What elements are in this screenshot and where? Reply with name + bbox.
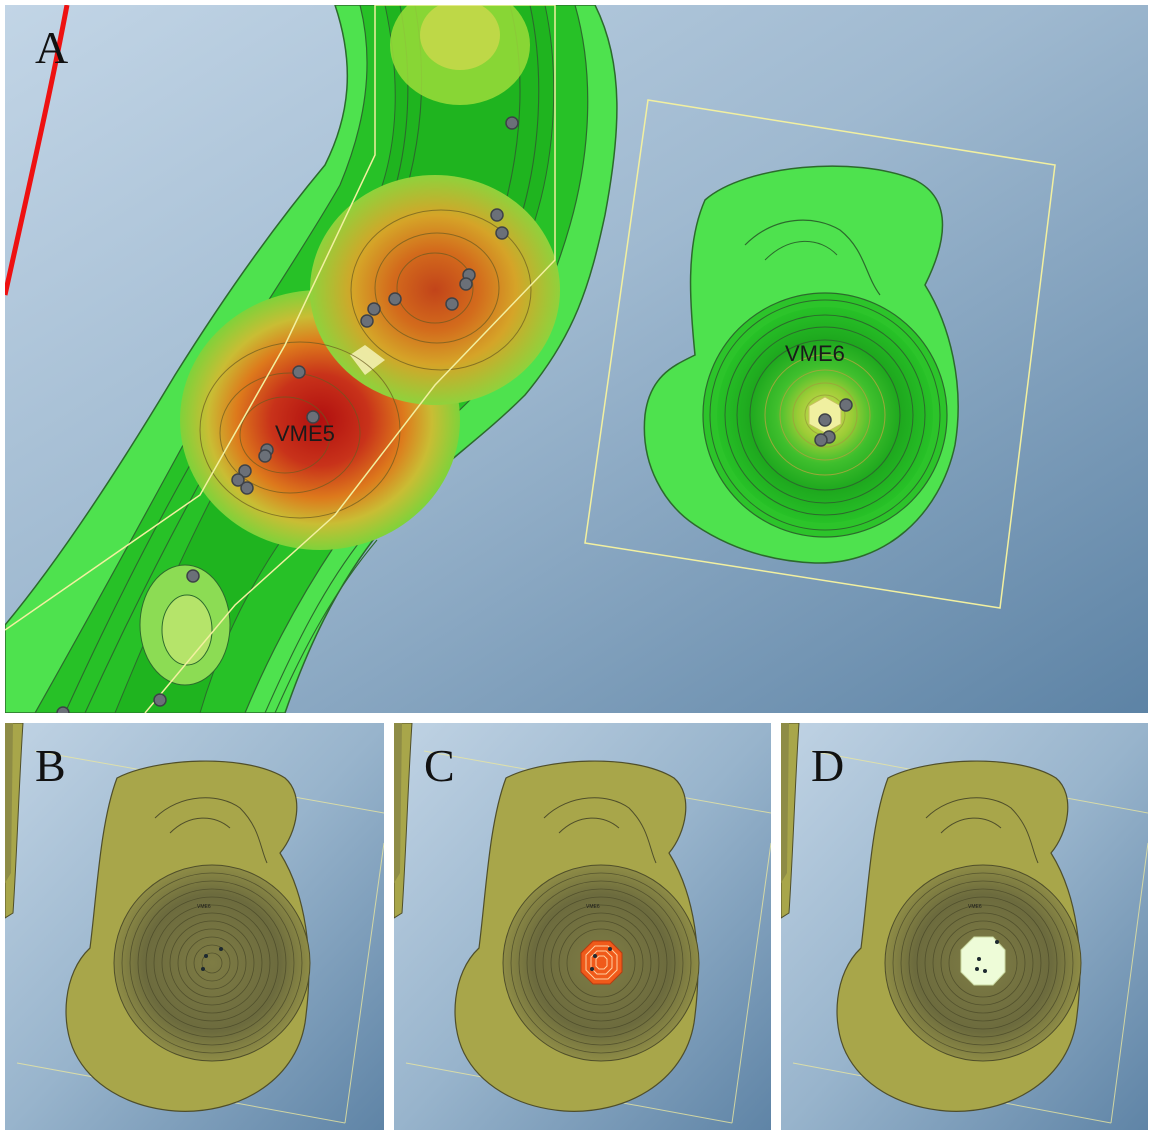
map-panel-c: C VME6 bbox=[394, 723, 771, 1130]
highlight-area-c bbox=[580, 940, 623, 985]
vme5-label: VME5 bbox=[275, 421, 335, 446]
map-canvas-a bbox=[5, 5, 1148, 713]
sample-points-b bbox=[201, 947, 223, 971]
vme5-closure-boundary bbox=[5, 5, 556, 713]
highlight-area-d bbox=[960, 936, 1006, 986]
map-panel-a: A VME5 VME6 bbox=[5, 5, 1148, 713]
boundary-line bbox=[5, 5, 70, 296]
vme6-closure-boundary bbox=[584, 99, 1056, 609]
vme6-label-b: VME6 bbox=[197, 904, 211, 910]
vme6-label-c: VME6 bbox=[586, 904, 600, 910]
map-panel-d: D VME6 bbox=[781, 723, 1148, 1130]
panel-letter-a: A bbox=[35, 22, 69, 73]
map-canvas-b bbox=[5, 723, 384, 1130]
vme5-density-area bbox=[5, 5, 618, 713]
map-panel-b: B VME6 bbox=[5, 723, 384, 1130]
panel-letter-b: B bbox=[35, 740, 66, 791]
vme6-label: VME6 bbox=[785, 341, 845, 366]
panel-letter-d: D bbox=[811, 740, 845, 791]
sample-points-d bbox=[975, 940, 999, 973]
vme6-label-d: VME6 bbox=[968, 904, 982, 910]
sample-points bbox=[56, 116, 853, 713]
map-canvas-c bbox=[394, 723, 771, 1130]
map-canvas-d bbox=[781, 723, 1148, 1130]
panel-letter-c: C bbox=[424, 740, 455, 791]
sample-points-c bbox=[590, 947, 612, 971]
